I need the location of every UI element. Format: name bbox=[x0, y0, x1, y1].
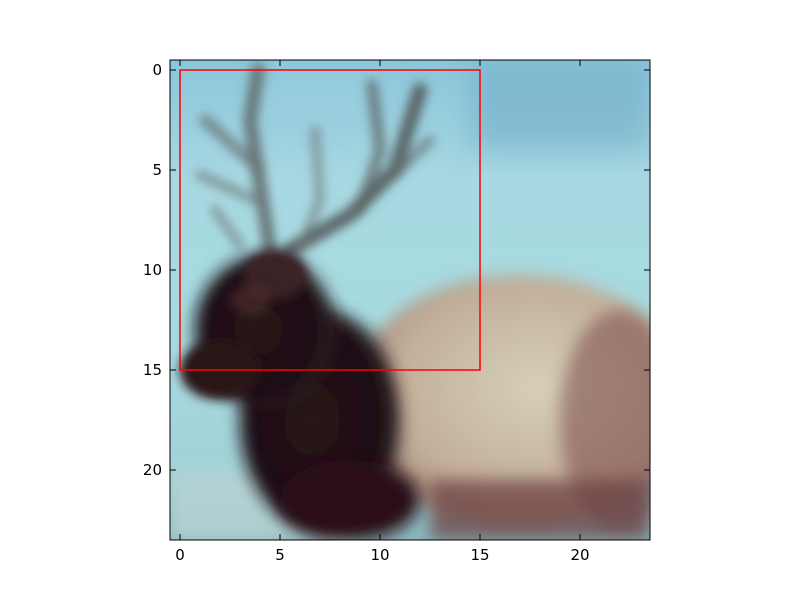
axes-frame bbox=[169, 59, 651, 541]
highlight-box bbox=[179, 69, 481, 371]
y-tick-label: 5 bbox=[152, 161, 162, 179]
x-tick-label: 0 bbox=[175, 546, 185, 564]
y-tick-label: 15 bbox=[143, 361, 162, 379]
x-axis-ticks: 0 5 10 15 20 bbox=[175, 60, 590, 564]
elk-photo bbox=[170, 60, 650, 540]
y-tick-label: 0 bbox=[152, 61, 162, 79]
y-tick-label: 20 bbox=[143, 461, 162, 479]
x-tick-label: 10 bbox=[370, 546, 389, 564]
y-axis-ticks: 0 5 10 15 20 bbox=[143, 61, 650, 479]
y-tick-label: 10 bbox=[143, 261, 162, 279]
x-tick-label: 15 bbox=[470, 546, 489, 564]
x-tick-label: 5 bbox=[275, 546, 285, 564]
x-tick-label: 20 bbox=[570, 546, 589, 564]
